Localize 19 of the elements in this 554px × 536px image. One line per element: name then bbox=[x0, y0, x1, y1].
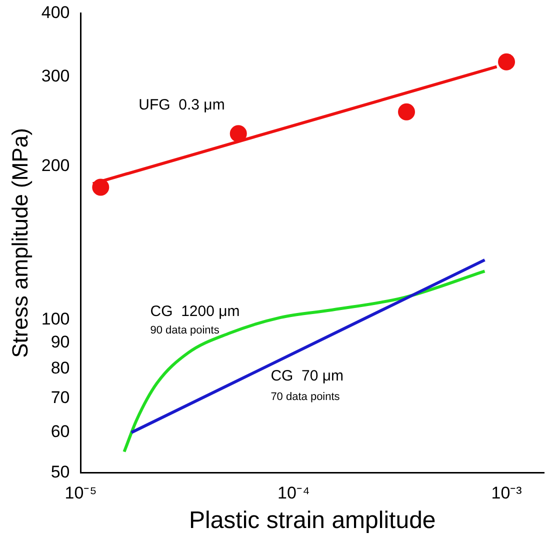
x-tick-label: 10⁻⁵ bbox=[64, 484, 97, 503]
annotation: 70 data points bbox=[270, 390, 340, 403]
y-tick-label: 60 bbox=[50, 422, 70, 442]
y-tick-label: 100 bbox=[41, 309, 70, 328]
annotation: 90 data points bbox=[150, 324, 220, 336]
y-tick-label: 80 bbox=[50, 358, 70, 378]
annotation: UFG 0.3 μm bbox=[138, 96, 225, 114]
annotation: CG 1200 μm bbox=[150, 303, 240, 320]
y-tick-label: 300 bbox=[41, 66, 70, 86]
y-axis-title: Stress amplitude (MPa) bbox=[7, 128, 32, 358]
y-tick-label: 400 bbox=[41, 2, 70, 22]
y-tick-label: 50 bbox=[50, 462, 70, 482]
y-tick-label: 200 bbox=[41, 156, 70, 176]
y-tick-label: 90 bbox=[50, 332, 70, 352]
x-tick-label: 10⁻⁴ bbox=[278, 484, 310, 503]
annotation: CG 70 μm bbox=[270, 367, 344, 384]
x-tick-label: 10⁻³ bbox=[491, 484, 522, 503]
x-axis-title: Plastic strain amplitude bbox=[188, 507, 436, 534]
y-tick-label: 70 bbox=[50, 388, 70, 408]
